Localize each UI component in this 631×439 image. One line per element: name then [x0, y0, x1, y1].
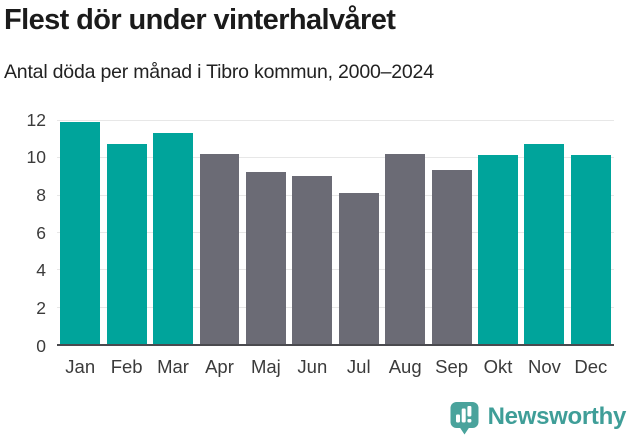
- bar-jul: [338, 192, 379, 344]
- y-tick-label: 6: [36, 222, 46, 243]
- x-tick-label-dec: Dec: [574, 356, 608, 377]
- x-tick-label-mar: Mar: [157, 356, 189, 377]
- y-tick-label: 4: [36, 259, 46, 280]
- y-tick-label: 10: [26, 146, 46, 167]
- x-tick-label-nov: Nov: [527, 356, 561, 377]
- gridline: [57, 269, 614, 271]
- x-tick-label-okt: Okt: [483, 356, 513, 377]
- bar-apr: [199, 153, 240, 344]
- newsworthy-logo-icon: [450, 402, 479, 435]
- x-tick-label-jul: Jul: [346, 356, 371, 377]
- bar-column-sep: [428, 120, 474, 344]
- x-tick-label-jun: Jun: [297, 356, 328, 377]
- bar-series: [57, 120, 614, 344]
- gridline: [57, 120, 614, 121]
- bar-maj: [245, 172, 286, 344]
- newsworthy-wordmark: Newsworthy: [487, 402, 627, 430]
- y-axis: 0 2 4 6 8 10 12: [0, 111, 46, 354]
- bar-nov: [524, 144, 565, 344]
- bar-aug: [385, 153, 426, 344]
- bar-feb: [106, 144, 147, 344]
- bar-okt: [478, 155, 518, 344]
- bar-column-aug: [382, 120, 428, 344]
- x-tick-label-sep: Sep: [435, 356, 469, 377]
- bar-column-jan: [57, 120, 103, 344]
- x-tick-label-jan: Jan: [65, 356, 96, 377]
- x-tick-label-aug: Aug: [388, 356, 422, 377]
- gridline: [57, 232, 614, 233]
- gridline: [57, 306, 614, 308]
- bar-jan: [60, 121, 101, 344]
- x-tick-label-apr: Apr: [205, 356, 234, 377]
- gridline: [57, 194, 614, 196]
- bar-column-jul: [336, 120, 382, 344]
- bar-column-jun: [289, 120, 335, 344]
- footer-brand: Newsworthy: [449, 398, 626, 435]
- x-tick-label-maj: Maj: [250, 356, 281, 377]
- plot-area: [57, 120, 614, 346]
- bar-column-feb: [103, 120, 149, 344]
- bar-column-apr: [196, 120, 242, 344]
- chart-subtitle: Antal döda per månad i Tibro kommun, 200…: [4, 61, 434, 83]
- x-tick-label-feb: Feb: [110, 356, 143, 377]
- bar-jun: [292, 176, 333, 344]
- chart-title: Flest dör under vinterhalvåret: [4, 4, 396, 36]
- y-tick-label: 8: [36, 184, 46, 205]
- bar-column-dec: [568, 120, 614, 344]
- bar-mar: [153, 133, 194, 344]
- bar-column-okt: [475, 120, 521, 344]
- y-tick-label: 0: [36, 335, 46, 356]
- bar-sep: [431, 170, 472, 344]
- y-tick-label: 12: [26, 109, 46, 130]
- gridline: [57, 157, 614, 159]
- bar-dec: [570, 155, 611, 344]
- bar-column-nov: [521, 120, 567, 344]
- bar-column-maj: [243, 120, 289, 344]
- x-axis: Jan Feb Mar Apr Maj Jun Jul Aug Sep Okt Nov Dec: [57, 356, 614, 378]
- y-tick-label: 2: [36, 297, 46, 318]
- bar-column-mar: [150, 120, 196, 344]
